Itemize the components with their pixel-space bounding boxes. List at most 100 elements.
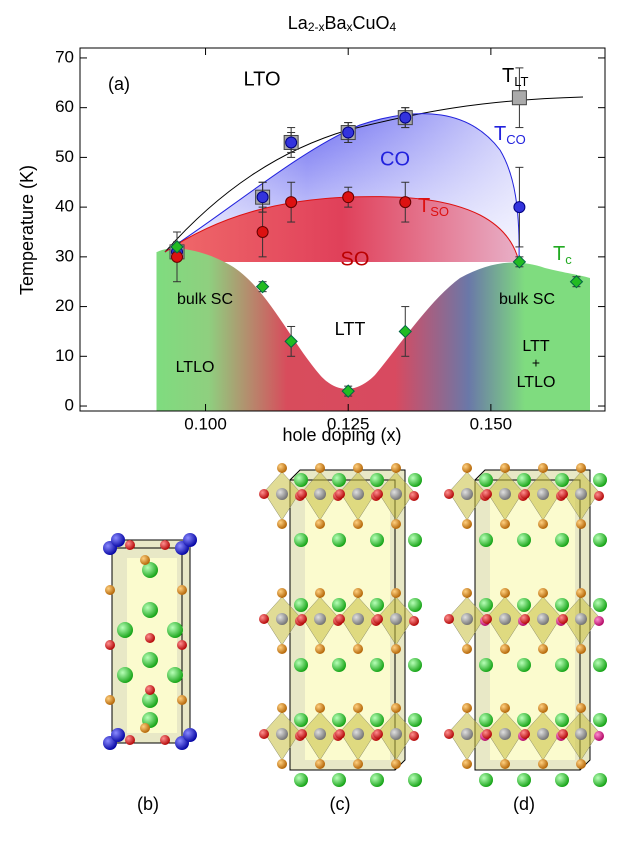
- atom: [294, 658, 308, 672]
- atom: [276, 613, 288, 625]
- atom: [537, 488, 549, 500]
- plot-frame: [79, 47, 606, 412]
- y-tick-label: 0: [65, 396, 74, 415]
- atom: [479, 773, 493, 787]
- atom: [315, 519, 325, 529]
- atom: [482, 729, 492, 739]
- atom: [576, 588, 586, 598]
- annotation: LTT: [522, 338, 549, 355]
- atom: [555, 533, 569, 547]
- atom: [555, 473, 569, 487]
- atom: [335, 614, 345, 624]
- atom: [277, 519, 287, 529]
- series-label-main: T: [553, 243, 565, 265]
- atom: [479, 658, 493, 672]
- marker: [342, 191, 355, 204]
- atom: [294, 773, 308, 787]
- marker: [513, 201, 526, 214]
- atom: [167, 667, 183, 683]
- series-label: TSO: [418, 195, 449, 219]
- series-label: Tc: [553, 243, 572, 267]
- atom: [294, 713, 308, 727]
- marker: [170, 240, 184, 254]
- tso-curve: [164, 196, 520, 263]
- atom: [117, 622, 133, 638]
- atom: [575, 728, 587, 740]
- atom: [444, 614, 454, 624]
- atom: [517, 658, 531, 672]
- atom: [555, 598, 569, 612]
- atom: [353, 519, 363, 529]
- atom: [294, 533, 308, 547]
- marker: [511, 90, 527, 106]
- marker: [285, 196, 298, 209]
- atom: [117, 667, 133, 683]
- atom: [517, 473, 531, 487]
- atom: [479, 533, 493, 547]
- atom: [259, 489, 269, 499]
- y-tick-label: 70: [55, 47, 74, 66]
- atom: [555, 713, 569, 727]
- atom: [177, 640, 187, 650]
- atom: [373, 729, 383, 739]
- atom: [145, 633, 155, 643]
- y-tick-label: 40: [55, 197, 74, 216]
- marker: [569, 275, 584, 289]
- atom: [499, 728, 511, 740]
- atom: [479, 713, 493, 727]
- series: [171, 181, 412, 283]
- atom: [352, 613, 364, 625]
- atom: [408, 533, 422, 547]
- atom: [352, 728, 364, 740]
- atom: [183, 728, 197, 742]
- annotation: +: [532, 355, 540, 371]
- atom: [160, 540, 170, 550]
- atom: [315, 588, 325, 598]
- atom: [517, 713, 531, 727]
- atom: [555, 658, 569, 672]
- atom: [575, 613, 587, 625]
- panel-label: (a): [108, 74, 130, 94]
- marker: [342, 126, 355, 139]
- atom: [555, 773, 569, 787]
- atom: [276, 728, 288, 740]
- marker: [285, 136, 298, 149]
- atom: [353, 644, 363, 654]
- atom: [594, 616, 604, 626]
- series-label-main: T: [418, 195, 430, 217]
- sc-region: [157, 248, 590, 411]
- atom: [167, 622, 183, 638]
- atom: [353, 588, 363, 598]
- atom: [500, 588, 510, 598]
- atom: [125, 735, 135, 745]
- x-tick-label: 0.100: [184, 414, 227, 433]
- x-tick-label: 0.150: [470, 414, 513, 433]
- y-tick-label: 50: [55, 147, 74, 166]
- atom: [499, 613, 511, 625]
- atom: [462, 463, 472, 473]
- atom: [277, 463, 287, 473]
- structure-label: (d): [513, 794, 535, 814]
- atom: [142, 652, 158, 668]
- atom: [332, 713, 346, 727]
- atom: [462, 644, 472, 654]
- annotation: LTLO: [176, 359, 215, 376]
- structure-label: (c): [330, 794, 351, 814]
- marker: [398, 324, 412, 339]
- chart-title: La2-xBaxCuO4: [288, 13, 397, 34]
- title-part: CuO: [353, 13, 390, 33]
- atom: [332, 773, 346, 787]
- atom: [391, 644, 401, 654]
- atom: [335, 729, 345, 739]
- atom: [297, 729, 307, 739]
- series: [170, 240, 584, 398]
- atom: [105, 585, 115, 595]
- y-tick-label: 10: [55, 346, 74, 365]
- atom: [391, 588, 401, 598]
- series-label-sub: CO: [506, 132, 526, 147]
- atom: [593, 658, 607, 672]
- atom: [500, 463, 510, 473]
- series-label-sub: SO: [430, 204, 449, 219]
- title-part: Ba: [324, 13, 347, 33]
